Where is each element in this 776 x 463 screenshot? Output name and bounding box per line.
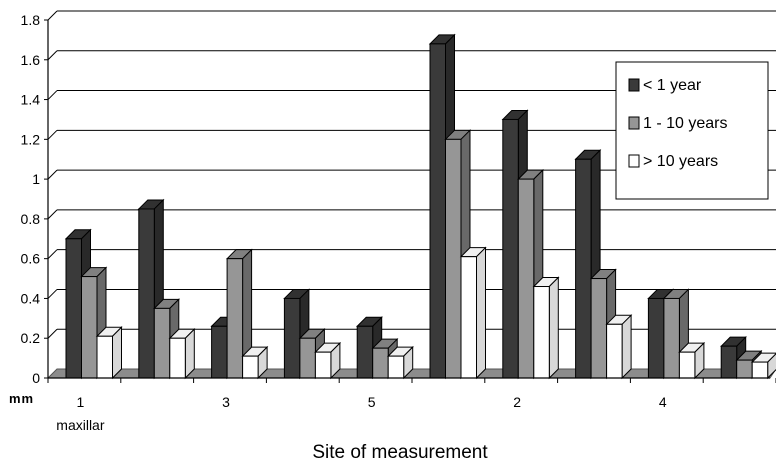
gridline-diagonal: [47, 249, 58, 260]
y-tick-label: 0: [32, 370, 40, 386]
gridline-diagonal: [47, 129, 58, 140]
x-tick-label: 5: [368, 394, 376, 410]
y-tick-label: 1.6: [21, 52, 41, 68]
x-tick-labels: 1 maxillar 3 5 2 4: [56, 394, 667, 433]
y-tick-label: 1: [32, 171, 40, 187]
y-tick-label: 1.8: [21, 12, 41, 28]
bar-3-category-4: [314, 341, 342, 380]
legend-swatch-1: [628, 78, 640, 92]
y-axis-unit-label: mm: [9, 391, 34, 406]
bar-front: [460, 256, 477, 379]
bar-side: [112, 326, 122, 380]
bar-side: [184, 328, 195, 380]
y-tick-label: 1.2: [21, 131, 41, 147]
bar-front: [226, 258, 244, 379]
x-tick-label: 2: [513, 394, 521, 410]
gridline-diagonal: [47, 328, 58, 339]
bar-front: [517, 178, 535, 379]
bar-front: [65, 238, 82, 379]
legend: < 1 year 1 - 10 years > 10 years: [615, 61, 769, 200]
bar-front: [606, 323, 623, 379]
bar-front: [81, 276, 98, 379]
bar-front: [751, 361, 769, 379]
bar-front: [356, 325, 374, 379]
bars: [64, 33, 776, 380]
bar-front: [720, 345, 738, 379]
gridline-diagonal: [47, 289, 58, 299]
bar-front: [299, 337, 316, 379]
bar-3-category-2: [168, 328, 196, 380]
gridline-diagonal: [47, 90, 58, 100]
bar-3-category-9: [678, 341, 706, 380]
y-tick-label: 0.2: [21, 330, 41, 346]
bar-side: [621, 314, 632, 380]
bar-front: [590, 278, 608, 379]
y-tick-label: 0.4: [21, 290, 41, 306]
y-tick-label: 1.4: [21, 92, 41, 108]
gridline-diagonal: [47, 169, 58, 180]
axes: [44, 19, 776, 383]
bar-front: [96, 335, 113, 379]
bar-side: [548, 276, 559, 380]
bar-front: [533, 286, 550, 379]
gridline-diagonal: [47, 209, 58, 220]
bar-front: [242, 355, 259, 379]
legend-label-1: < 1 year: [643, 77, 702, 94]
bar-front: [502, 118, 519, 379]
bar-front: [211, 325, 228, 379]
bar-side: [476, 246, 486, 380]
bar-3-category-6: [459, 246, 487, 380]
legend-box: [615, 61, 769, 200]
bar-3-category-8: [605, 314, 633, 380]
bar-front: [647, 297, 665, 379]
bar-front: [387, 355, 405, 379]
bar-front: [169, 337, 186, 379]
bar-3-category-5: [386, 345, 414, 380]
gridline-diagonal: [47, 50, 58, 61]
bar-front: [372, 347, 389, 379]
bar-front: [445, 138, 462, 379]
bar-front: [575, 158, 592, 379]
x-tick-label: 3: [222, 394, 230, 410]
legend-label-2: 1 - 10 years: [643, 115, 727, 132]
bar-3-category-1: [95, 326, 123, 380]
legend-swatch-2: [628, 116, 640, 130]
x-tick-label: 1: [77, 394, 85, 410]
bar-3-category-10: [750, 352, 776, 380]
gridline-diagonal: [47, 10, 58, 21]
legend-label-3: > 10 years: [643, 153, 718, 170]
bar-front: [663, 297, 680, 379]
bar-3-category-7: [532, 276, 560, 380]
y-tick-labels: 0 0.2 0.4 0.6 0.8 1 1.2 1.4 1.6 1.8: [21, 12, 41, 386]
bar-3-category-3: [241, 345, 269, 380]
y-tick-label: 0.8: [21, 211, 41, 227]
bar-front: [736, 359, 753, 379]
x-tick-label: 4: [659, 394, 667, 410]
x-axis-title: Site of measurement: [312, 442, 488, 463]
legend-swatch-3: [628, 154, 640, 168]
bar-front: [138, 208, 155, 379]
bar-front: [314, 351, 332, 379]
bar-front: [678, 351, 696, 379]
bar-2-category-3: [225, 248, 253, 380]
x-tick-sublabel: maxillar: [56, 417, 105, 433]
bar-front: [283, 297, 301, 379]
bar-front: [429, 43, 446, 379]
bar-front: [153, 307, 171, 379]
y-tick-label: 0.6: [21, 251, 41, 267]
